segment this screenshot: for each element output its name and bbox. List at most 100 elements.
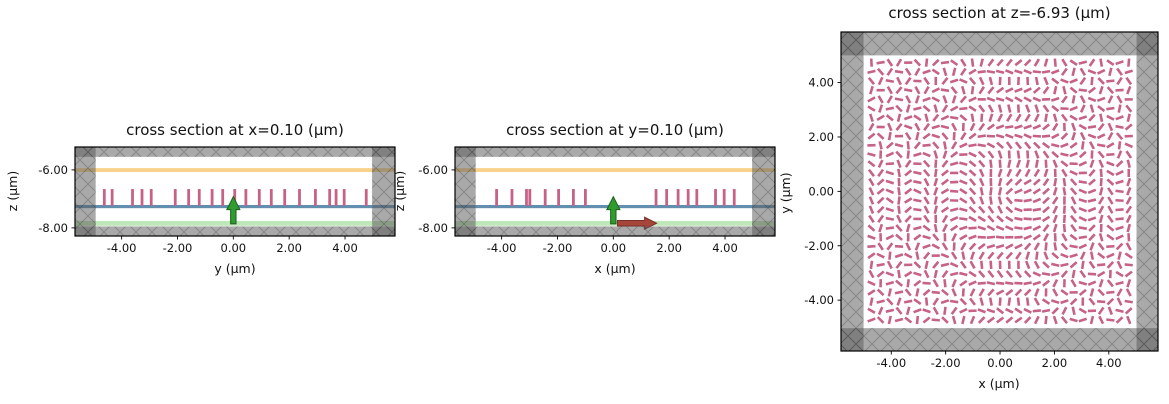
orientation-dash [968,226,977,230]
orientation-dash [867,307,876,314]
orientation-dash [1115,179,1124,185]
orientation-dash [969,297,977,306]
orientation-dash [1034,76,1039,86]
orientation-dash [1052,159,1058,168]
source-arrow-up-icon [226,195,241,225]
orientation-dash [1042,224,1050,233]
orientation-dash [987,288,995,297]
pillar-mark [510,189,514,206]
orientation-dash [968,68,977,76]
orientation-dash [1106,318,1115,322]
orientation-dash [1005,187,1014,196]
orientation-dash [1032,309,1042,313]
orientation-dash [1023,178,1032,186]
orientation-dash [1024,141,1032,150]
orientation-dash [977,215,986,223]
orientation-dash [1115,198,1124,203]
pillar-mark [342,189,346,206]
orientation-dash [988,297,993,306]
orientation-dash [933,150,939,159]
orientation-dash [940,169,949,177]
orientation-dash [951,288,957,297]
orientation-dash [1060,142,1069,149]
orientation-dash [1115,270,1124,278]
orientation-dash [977,143,986,148]
orientation-dash [1016,150,1021,159]
orientation-dash [1014,243,1023,250]
orientation-dash [978,270,986,278]
orientation-dash [1097,150,1105,159]
orientation-dash [978,168,985,178]
orientation-dash [1126,85,1132,95]
orientation-dash [1023,307,1032,314]
orientation-dash [931,318,940,322]
orientation-dash [922,69,931,75]
orientation-dash [885,106,895,111]
orientation-dash [1062,205,1067,214]
orientation-dash [951,278,957,288]
orientation-dash [903,252,913,259]
orientation-dash [1126,159,1131,169]
orientation-dash [924,58,929,67]
pillar-mark [334,189,338,206]
orientation-dash [1107,196,1114,205]
orientation-dash [1115,316,1124,324]
orientation-dash [876,114,885,121]
orientation-dash [1087,133,1097,139]
orientation-dash [867,289,876,296]
x-tick-label: -4.00 [107,241,137,255]
orientation-dash [1087,206,1097,213]
orientation-dash [932,306,939,315]
orientation-dash [933,223,938,233]
orientation-dash [914,85,921,95]
orientation-dash [959,234,968,241]
orientation-dash [877,242,884,251]
orientation-dash [867,77,876,85]
orientation-dash [1078,188,1088,195]
orientation-dash [980,260,984,270]
orientation-dash [922,168,931,177]
orientation-dash [877,76,884,86]
orientation-dash [961,315,966,325]
orientation-dash [868,187,875,196]
orientation-dash [1062,177,1067,187]
orientation-dash [996,86,1005,94]
pillar-mark [695,189,699,206]
orientation-dash [1079,104,1086,113]
orientation-dash [876,316,885,324]
orientation-dash [989,260,993,270]
orientation-dash [1087,86,1097,94]
orientation-dash [1079,251,1086,260]
orientation-dash [1033,315,1040,325]
orientation-dash [1005,270,1013,278]
orientation-dash [1041,134,1051,138]
orientation-dash [1106,106,1115,111]
orientation-dash [979,297,985,306]
orientation-dash [987,58,995,67]
y-tick-label: -8.00 [38,221,68,235]
orientation-dash [997,205,1004,214]
orientation-dash [1106,142,1115,149]
orientation-dash [886,58,894,67]
pillar-mark [102,189,106,206]
orientation-dash [1096,133,1106,140]
orientation-dash [931,68,940,76]
orientation-dash [887,315,892,325]
orientation-dash [922,143,931,148]
orientation-dash [932,141,940,150]
orientation-dash [895,279,903,287]
orientation-dash [1014,235,1023,239]
orientation-dash [1106,178,1115,186]
orientation-dash [1088,178,1096,186]
orientation-dash [989,196,993,205]
orientation-dash [1051,77,1060,85]
orientation-dash [1033,113,1040,123]
orientation-dash [1124,142,1134,149]
title-cross-section-x: cross section at x=0.10 (μm) [126,121,344,139]
orientation-dash [923,269,930,279]
orientation-dash [959,106,968,111]
orientation-dash [1023,217,1032,221]
orientation-dash [1106,152,1115,157]
subplot-cross-section-x: -4.00 -2.00 0.00 2.00 4.00 -6.00 -8.00 [38,146,396,255]
orientation-dash [978,76,985,86]
